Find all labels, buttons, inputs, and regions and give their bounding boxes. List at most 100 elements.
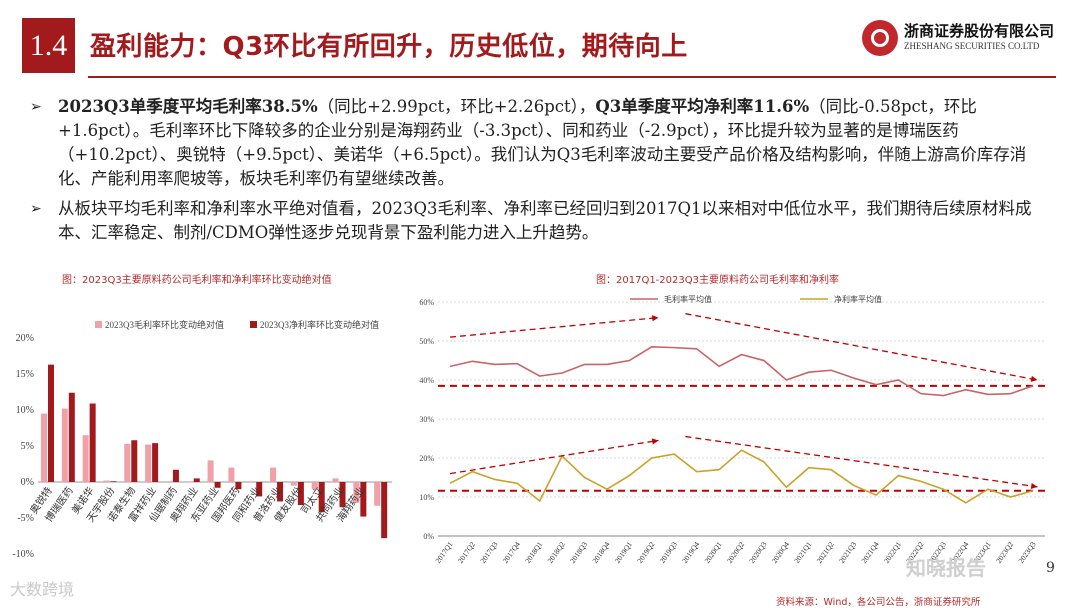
y-tick-label: 50% [419,337,434,346]
bar [318,482,325,513]
y-tick-label: 60% [419,298,434,307]
x-tick-label: 2017Q1 [433,540,454,565]
bar [290,482,297,486]
bar [41,413,47,482]
bullet-1-text-a: （同比+2.99pct，环比+2.26pct）， [317,97,596,116]
bar [249,481,256,482]
bar [207,460,214,482]
x-tick-label: 2018Q3 [568,540,589,565]
bar [152,443,159,482]
x-tick-label: 2020Q4 [770,540,791,565]
bullet-1-highlight-b: Q3单季度平均净利率11.6% [595,97,810,116]
trend-arrowhead [1030,375,1038,382]
bar [186,482,193,483]
bar [332,478,339,482]
bar [103,480,110,482]
trend-arrow [449,316,659,338]
y-tick-label: 40% [419,376,434,385]
bar [172,469,179,482]
source-note: 资料来源：Wind，各公司公告，浙商证券研究所 [776,597,981,608]
line-chart-title: 图：2017Q1-2023Q3主要原料药公司毛利率和净利率 [596,275,839,286]
title-divider [88,76,1056,78]
y-tick-label: 10% [16,405,34,416]
bar [48,364,54,482]
watermark-left: 大数跨境 [10,580,75,599]
legend-label: 2023Q3毛利率环比变动绝对值 [105,319,224,330]
trend-arrowhead [1030,482,1038,489]
y-tick-label: 10% [419,493,434,502]
series-line [449,449,1034,504]
y-tick-label: 0% [21,477,34,488]
bar [61,408,68,482]
bar [110,481,117,482]
company-logo: 浙商证券股份有限公司 ZHESHANG SECURITIES CO.LTD [862,18,1062,62]
y-tick-label: -5% [17,513,34,524]
trend-arrowhead [651,315,659,322]
x-tick-label: 2017Q2 [456,540,477,565]
x-tick-label: 2019Q3 [658,540,679,565]
x-tick-label: 2021Q3 [837,540,858,565]
trend-arrow [685,313,1038,381]
bar [381,482,388,539]
bar [374,482,381,506]
bar [68,392,75,482]
bar [256,482,263,497]
bullet-arrow-icon: ➢ [30,201,42,217]
watermark-right: 知晓报告 [906,556,986,580]
x-tick-label: 2019Q1 [613,540,634,565]
section-number-badge: 1.4 [22,18,75,73]
bar [89,403,96,482]
x-tick-label: 2020Q3 [747,540,768,565]
x-tick-label: 2018Q2 [546,540,567,565]
trend-arrow [449,439,659,475]
bar [193,478,200,482]
y-tick-label: 20% [16,333,34,344]
bar [353,482,360,503]
y-tick-label: -10% [12,549,34,560]
legend-label: 毛利率平均值 [664,294,712,304]
bar [311,482,318,490]
x-tick-label: 2018Q4 [590,540,611,565]
x-tick-label: 2023Q3 [1016,540,1037,565]
y-tick-label: 5% [21,441,34,452]
bar [131,440,138,482]
bullet-list: ➢ 2023Q3单季度平均毛利率38.5%（同比+2.99pct，环比+2.26… [28,95,1058,251]
bar [277,482,284,502]
page-title: 盈利能力：Q3环比有所回升，历史低位，期待向上 [90,32,688,62]
legend-label: 2023Q3净利率环比变动绝对值 [260,319,379,330]
bar-chart-title: 图：2023Q3主要原料药公司毛利率和净利率环比变动绝对值 [62,275,332,286]
bullet-arrow-icon: ➢ [30,99,42,115]
bar [270,467,277,482]
logo-name-cn: 浙商证券股份有限公司 [904,22,1055,40]
y-tick-label: 30% [419,415,434,424]
bullet-1-text-b: （同比-0.58pct，环比+1.6pct）。毛利率环比下降较多的企业分别是海翔… [58,97,1027,188]
bar [165,481,172,482]
legend-swatch [95,321,102,328]
x-tick-label: 2019Q2 [635,540,656,565]
bullet-item-2: ➢ 从板块平均毛利率和净利率水平绝对值看，2023Q3毛利率、净利率已经回归到2… [28,197,1058,245]
x-tick-label: 2022Q1 [882,540,903,565]
bar [228,467,235,482]
logo-icon [862,20,898,56]
x-tick-label: 2018Q1 [523,540,544,565]
series-line [449,346,1034,397]
x-tick-label: 2021Q1 [792,540,813,565]
x-tick-label: 2020Q1 [702,540,723,565]
x-tick-label: 2019Q4 [680,540,701,565]
y-tick-label: 0% [423,532,434,541]
page-number: 9 [1046,560,1055,576]
bullet-1-highlight-a: 2023Q3单季度平均毛利率38.5% [58,97,318,116]
x-tick-label: 2021Q2 [815,540,836,565]
bar [145,444,152,482]
y-tick-label: 20% [419,454,434,463]
bar [235,482,242,490]
bullet-2-text: 从板块平均毛利率和净利率水平绝对值看，2023Q3毛利率、净利率已经回归到201… [58,199,1032,242]
logo-name-en: ZHESHANG SECURITIES CO.LTD [904,41,1040,51]
trend-arrow [685,435,1038,488]
y-tick-label: 15% [16,369,34,380]
x-tick-label: 2017Q3 [478,540,499,565]
bullet-item-1: ➢ 2023Q3单季度平均毛利率38.5%（同比+2.99pct，环比+2.26… [28,95,1058,191]
legend-label: 净利率平均值 [834,294,882,304]
bar [82,435,89,482]
